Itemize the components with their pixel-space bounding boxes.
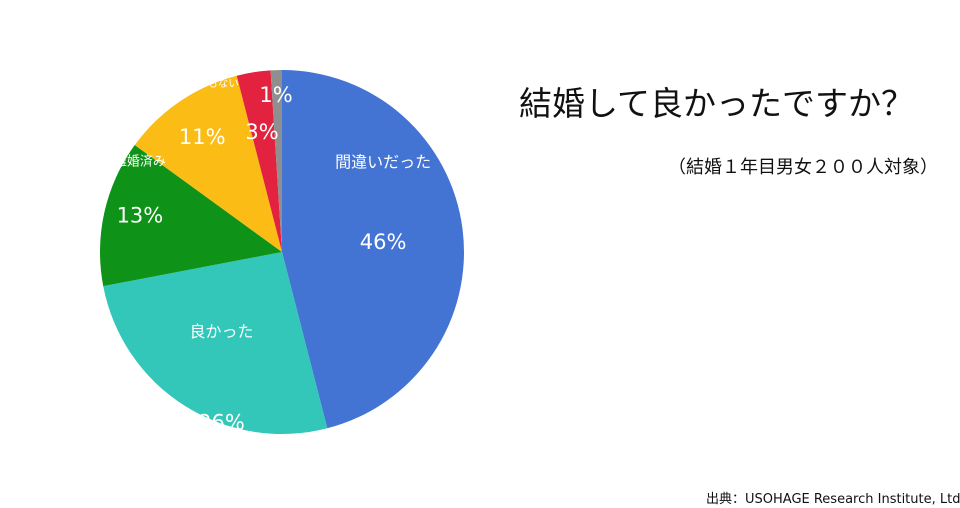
pie-slice: [100, 145, 282, 287]
source-credit: 出典：USOHAGE Research Institute, Ltd.: [706, 492, 960, 507]
slice-name-label: 離婚済み: [114, 153, 166, 169]
chart-subtitle: （結婚１年目男女２００人対象）: [668, 157, 938, 178]
slice-value-label: 13%: [117, 204, 164, 228]
slice-value-label: 26%: [198, 411, 245, 435]
slice-name-label: どちらでもない: [166, 78, 239, 90]
pie-slice: [282, 70, 464, 429]
slice-value-label: 3%: [245, 120, 278, 144]
chart-title: 結婚して良かったですか？: [519, 84, 915, 123]
pie-slices: [100, 70, 464, 435]
pie-slice: [270, 70, 282, 252]
pie-slice: [134, 75, 282, 252]
pie-labels: 間違いだった 46% 良かった 26% 離婚済み 13% どちらでもない 11% 3% 1%: [114, 78, 431, 435]
slice-name-label: 間違いだった: [335, 152, 431, 171]
slice-value-label: 46%: [360, 230, 407, 254]
slice-value-label: 1%: [259, 83, 292, 107]
slice-name-label: 良かった: [190, 322, 254, 341]
pie-slice: [103, 252, 328, 435]
slice-value-label: 11%: [179, 125, 226, 149]
pie-slice: [236, 70, 282, 253]
